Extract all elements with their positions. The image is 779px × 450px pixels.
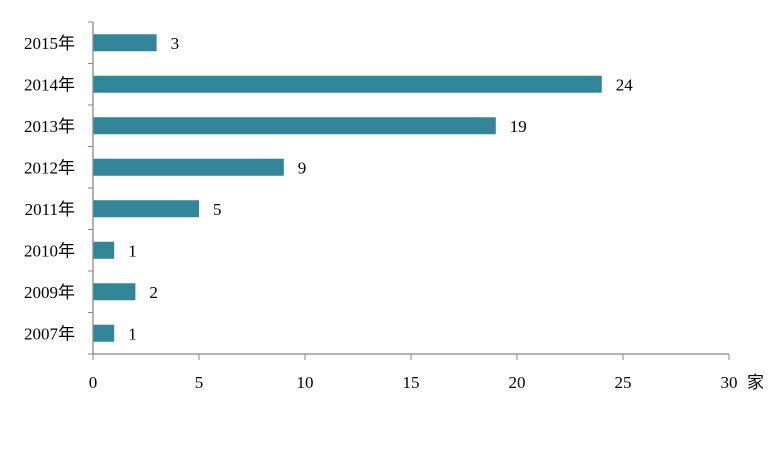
category-labels-group: 2015年 2014年 2013年 2012年 2011年 2010年 2009年 2007年 <box>24 34 75 344</box>
value-label-1: 24 <box>616 75 634 94</box>
x-tick-label-1: 5 <box>195 373 204 392</box>
x-tick-label-3: 15 <box>403 373 420 392</box>
bar-7 <box>93 324 115 342</box>
category-label-5: 2010年 <box>24 241 75 260</box>
bar-2 <box>93 117 496 135</box>
category-label-4: 2011年 <box>25 200 75 219</box>
x-tick-label-5: 25 <box>615 373 632 392</box>
axes-group <box>92 22 729 355</box>
x-tick-label-0: 0 <box>89 373 98 392</box>
value-label-2: 19 <box>510 117 527 136</box>
value-label-7: 1 <box>128 324 137 343</box>
value-label-5: 1 <box>128 241 137 260</box>
x-ticks-group: 0 5 10 15 20 25 30 <box>88 21 738 392</box>
category-label-0: 2015年 <box>24 34 75 53</box>
value-label-3: 9 <box>298 158 307 177</box>
category-label-7: 2007年 <box>24 324 75 343</box>
category-label-6: 2009年 <box>24 283 75 302</box>
value-label-4: 5 <box>213 200 222 219</box>
category-label-1: 2014年 <box>24 75 75 94</box>
category-label-3: 2012年 <box>24 158 75 177</box>
x-tick-label-2: 10 <box>297 373 314 392</box>
bars-group <box>93 34 602 342</box>
x-tick-label-6: 30 <box>721 373 738 392</box>
bar-0 <box>93 34 157 52</box>
value-labels-group: 3 24 19 9 5 1 2 1 <box>128 34 633 344</box>
bar-4 <box>93 200 199 218</box>
bar-3 <box>93 158 284 176</box>
value-label-0: 3 <box>171 34 180 53</box>
bar-1 <box>93 75 602 93</box>
x-axis-unit-label: 家 <box>747 373 764 392</box>
category-label-2: 2013年 <box>24 117 75 136</box>
x-tick-label-4: 20 <box>509 373 526 392</box>
bar-5 <box>93 241 115 259</box>
value-label-6: 2 <box>149 283 158 302</box>
bar-6 <box>93 283 136 301</box>
